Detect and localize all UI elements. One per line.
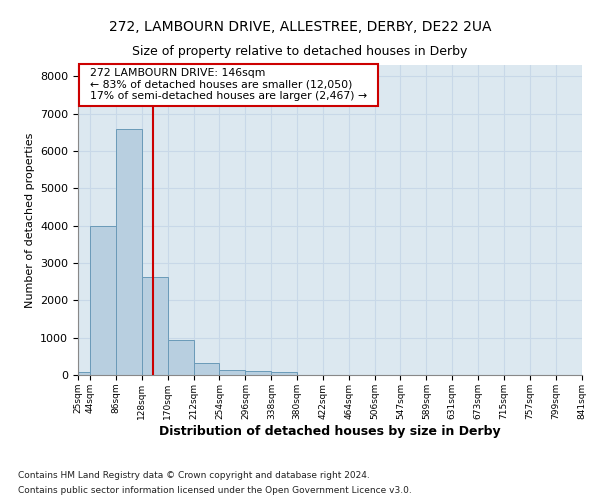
Bar xyxy=(245,371,271,375)
Text: Contains HM Land Registry data © Crown copyright and database right 2024.: Contains HM Land Registry data © Crown c… xyxy=(18,471,370,480)
Text: 272, LAMBOURN DRIVE, ALLESTREE, DERBY, DE22 2UA: 272, LAMBOURN DRIVE, ALLESTREE, DERBY, D… xyxy=(109,20,491,34)
Y-axis label: Number of detached properties: Number of detached properties xyxy=(25,132,35,308)
Bar xyxy=(116,129,142,375)
X-axis label: Distribution of detached houses by size in Derby: Distribution of detached houses by size … xyxy=(159,424,501,438)
Text: 272 LAMBOURN DRIVE: 146sqm
  ← 83% of detached houses are smaller (12,050)
  17%: 272 LAMBOURN DRIVE: 146sqm ← 83% of deta… xyxy=(83,68,374,102)
Bar xyxy=(167,340,193,375)
Bar xyxy=(193,364,220,375)
Bar xyxy=(78,372,90,375)
Text: Size of property relative to detached houses in Derby: Size of property relative to detached ho… xyxy=(133,45,467,58)
Bar xyxy=(271,372,297,375)
Bar xyxy=(220,370,245,375)
Bar xyxy=(90,226,116,375)
Text: Contains public sector information licensed under the Open Government Licence v3: Contains public sector information licen… xyxy=(18,486,412,495)
Bar xyxy=(142,277,167,375)
